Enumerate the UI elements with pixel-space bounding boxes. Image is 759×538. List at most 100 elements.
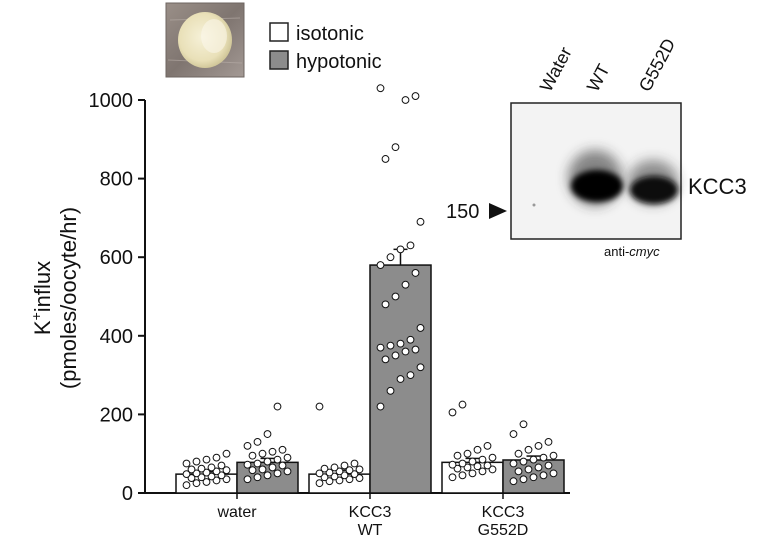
data-point — [544, 461, 553, 470]
data-point — [187, 465, 196, 474]
data-point — [401, 96, 410, 104]
data-point — [278, 445, 287, 454]
data-point — [278, 461, 287, 470]
data-point — [345, 475, 354, 484]
data-point — [350, 470, 359, 479]
data-point — [411, 345, 420, 354]
data-point — [483, 441, 492, 450]
data-point — [202, 468, 211, 477]
data-point — [325, 468, 334, 477]
data-point — [182, 470, 191, 479]
data-point — [488, 465, 497, 474]
svg-text:K+influx: K+influx — [28, 261, 55, 335]
data-point — [315, 479, 324, 488]
data-point — [253, 438, 262, 446]
data-point — [448, 460, 457, 469]
data-point — [376, 261, 385, 269]
data-point — [453, 451, 462, 460]
data-point — [325, 477, 334, 486]
data-point — [248, 466, 257, 475]
bars — [175, 248, 565, 494]
data-point — [268, 447, 277, 456]
svg-text:(pmoles/oocyte/hr): (pmoles/oocyte/hr) — [56, 207, 81, 389]
data-point — [416, 324, 425, 332]
data-point — [376, 84, 385, 93]
data-point — [335, 476, 344, 485]
data-point — [376, 343, 385, 352]
data-point — [320, 464, 329, 473]
data-point — [243, 441, 252, 450]
data-point — [519, 475, 528, 484]
data-point — [192, 469, 201, 478]
data-point — [258, 449, 267, 458]
data-point — [396, 245, 405, 254]
data-point — [386, 341, 395, 350]
data-point — [340, 471, 349, 480]
data-point — [549, 451, 558, 460]
data-point — [212, 467, 221, 476]
data-point — [509, 459, 518, 468]
data-point — [253, 459, 262, 468]
data-point — [192, 457, 201, 466]
data-point — [182, 459, 191, 468]
y-tick-label: 0 — [122, 483, 133, 505]
blot-band-label: KCC3 — [688, 174, 747, 199]
data-point — [473, 445, 482, 454]
data-point — [458, 400, 467, 409]
x-tick-label-line2: WT — [358, 522, 383, 538]
data-point — [330, 463, 339, 472]
data-point — [345, 466, 354, 475]
data-point — [187, 474, 196, 482]
y-tick-label: 400 — [100, 326, 133, 348]
data-point — [330, 472, 339, 481]
data-point — [473, 462, 482, 471]
data-point — [253, 473, 262, 482]
legend: isotonic hypotonic — [269, 22, 382, 73]
data-points — [182, 84, 558, 490]
data-point — [222, 475, 231, 484]
x-tick-label: KCC3 — [482, 504, 525, 521]
data-point — [416, 363, 425, 372]
blot-band-g552d — [628, 160, 678, 204]
y-tick-label: 800 — [100, 169, 133, 191]
data-point — [519, 457, 528, 466]
legend-label-isotonic: isotonic — [296, 23, 364, 45]
data-point — [222, 449, 231, 458]
data-point — [212, 476, 221, 485]
data-point — [207, 472, 216, 481]
data-point — [416, 217, 425, 226]
x-tick-label-line2: G552D — [478, 522, 529, 538]
data-point — [524, 465, 533, 474]
data-point — [335, 467, 344, 476]
data-point — [411, 92, 420, 100]
data-point — [468, 469, 477, 478]
data-point — [478, 455, 487, 464]
data-point — [381, 355, 390, 364]
legend-swatch-isotonic — [269, 22, 289, 42]
legend-swatch-hypotonic — [269, 50, 289, 70]
data-point — [534, 463, 543, 472]
legend-label-hypotonic: hypotonic — [296, 51, 382, 73]
y-axis: 0 200 400 600 800 1000 — [89, 90, 570, 505]
data-point — [524, 445, 533, 454]
y-tick-label: 1000 — [89, 90, 134, 112]
oocyte-photo — [165, 2, 245, 78]
data-point — [463, 463, 472, 472]
blot-lane-label-wt: WT — [583, 61, 614, 95]
data-point — [273, 455, 282, 464]
data-point — [376, 402, 385, 411]
data-point — [406, 371, 415, 380]
data-point — [350, 459, 359, 468]
data-point — [549, 469, 558, 478]
data-point — [401, 347, 410, 356]
y-tick-label: 600 — [100, 247, 133, 269]
data-point — [509, 477, 518, 486]
data-point — [320, 473, 329, 482]
data-point — [217, 461, 226, 470]
data-point — [411, 269, 420, 277]
data-point — [315, 402, 324, 411]
blot-lane-label-water: Water — [536, 44, 576, 95]
data-point — [263, 471, 272, 480]
data-point — [391, 143, 400, 152]
